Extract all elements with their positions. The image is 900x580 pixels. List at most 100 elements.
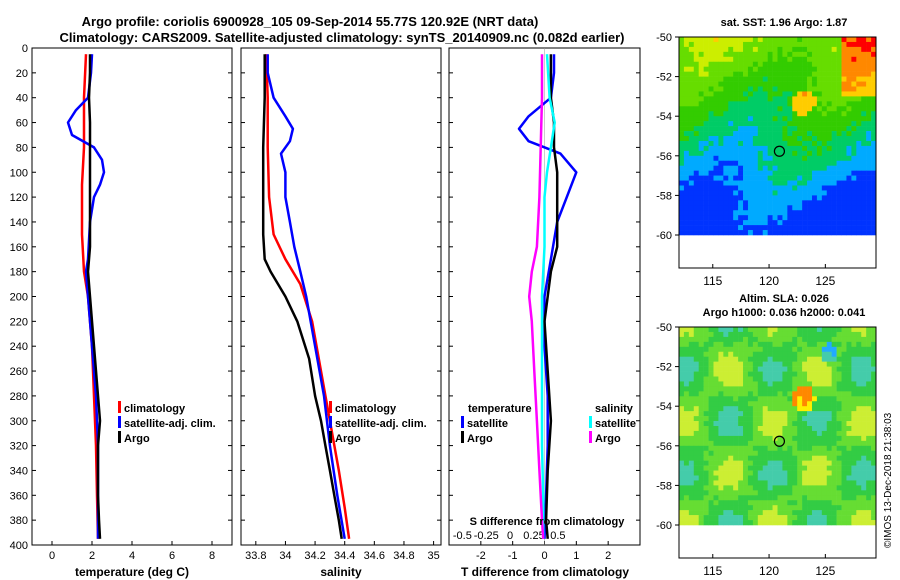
map-cell — [733, 170, 739, 176]
map-cell — [693, 215, 699, 221]
map-cell — [846, 341, 852, 348]
map-cell — [757, 230, 764, 236]
map-cell — [743, 480, 749, 486]
map-cell — [693, 91, 699, 97]
map-cell — [698, 356, 704, 362]
map-cell — [679, 81, 685, 87]
map-cell — [713, 220, 719, 226]
map-cell — [683, 230, 690, 236]
map-cell — [738, 485, 744, 491]
map-cell — [698, 450, 704, 456]
map-cell — [688, 455, 695, 461]
map-cell — [772, 495, 778, 501]
map-cell — [777, 96, 783, 102]
map-cell — [713, 170, 719, 176]
map-cell — [841, 155, 847, 162]
map-cell — [772, 96, 778, 102]
map-cell — [807, 210, 813, 216]
map-cell — [807, 401, 813, 407]
map-cell — [738, 61, 744, 67]
map-cell — [787, 455, 793, 461]
map-cell — [708, 126, 714, 132]
map-cell — [708, 450, 714, 456]
map-cell — [757, 485, 764, 491]
map-cell — [871, 37, 877, 43]
map-cell — [826, 175, 832, 181]
map-cell — [787, 520, 793, 526]
map-cell — [831, 51, 837, 58]
map-cell — [718, 331, 724, 338]
map-cell — [851, 331, 857, 338]
map-cell — [688, 450, 695, 456]
map-cell — [807, 41, 813, 48]
map-cell — [846, 37, 852, 43]
map-cell — [679, 136, 685, 142]
map-cell — [797, 470, 803, 476]
map-cell — [856, 126, 862, 132]
map-cell — [752, 116, 759, 122]
map-cell — [752, 485, 759, 491]
top-tick-label: 0 — [507, 530, 513, 542]
map-cell — [743, 61, 749, 67]
map-cell — [782, 505, 788, 511]
map-cell — [871, 465, 877, 471]
series-line-satellite-adj-clim- — [66, 54, 106, 539]
map-cell — [836, 435, 842, 442]
map-cell — [861, 490, 867, 496]
map-cell — [738, 401, 744, 407]
map-cell — [797, 71, 803, 77]
map-cell — [767, 470, 773, 476]
map-cell — [846, 396, 852, 402]
map-cell — [683, 200, 690, 206]
map-cell — [752, 180, 759, 186]
map-cell — [807, 440, 813, 447]
map-cell — [688, 126, 695, 132]
map-cell — [866, 61, 872, 67]
map-cell — [728, 111, 734, 117]
map-cell — [767, 190, 773, 196]
map-cell — [688, 505, 695, 511]
map-cell — [787, 51, 793, 58]
map-cell — [683, 76, 690, 82]
map-cell — [807, 71, 813, 77]
map-cell — [767, 101, 773, 107]
map-cell — [787, 215, 793, 221]
map-cell — [821, 515, 828, 521]
map-cell — [792, 101, 798, 107]
map-cell — [772, 66, 778, 72]
map-cell — [688, 460, 695, 466]
map-cell — [743, 145, 749, 152]
map-cell — [841, 111, 847, 117]
map-cell — [723, 490, 729, 496]
map-cell — [723, 131, 729, 137]
map-cell — [757, 160, 764, 166]
map-cell — [811, 421, 818, 427]
map-cell — [807, 460, 813, 466]
legend-salinity-title: salinity — [595, 403, 634, 415]
map-cell — [738, 37, 744, 43]
map-cell — [752, 396, 759, 402]
map-cell — [821, 205, 828, 211]
map-cell — [787, 160, 793, 166]
map-cell — [831, 440, 837, 447]
map-cell — [708, 210, 714, 216]
map-cell — [743, 140, 749, 147]
map-cell — [738, 165, 744, 171]
map-cell — [851, 356, 857, 362]
map-cell — [821, 341, 828, 348]
map-cell — [693, 465, 699, 471]
map-cell — [856, 140, 862, 147]
map-cell — [797, 327, 803, 333]
map-cell — [728, 220, 734, 226]
map-cell — [708, 361, 714, 367]
map-cell — [807, 131, 813, 137]
map-cell — [728, 81, 734, 87]
map-cell — [772, 111, 778, 117]
map-cell — [723, 210, 729, 216]
map-cell — [679, 175, 685, 181]
map-cell — [851, 200, 857, 206]
map-cell — [767, 366, 773, 372]
map-cell — [703, 175, 709, 181]
map-cell — [703, 401, 709, 407]
map-cell — [816, 215, 823, 221]
